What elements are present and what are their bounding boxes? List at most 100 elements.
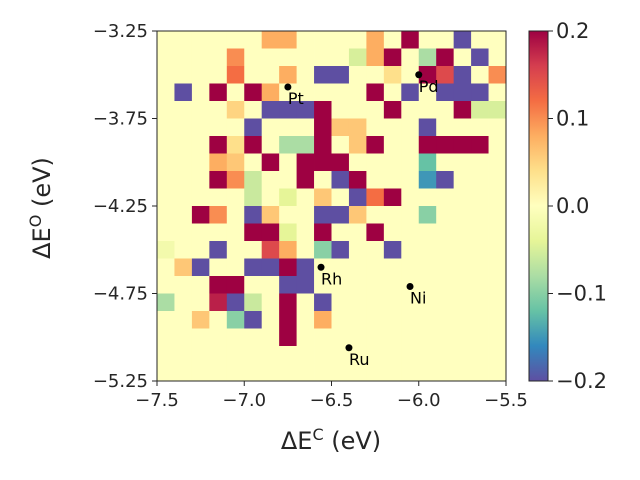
heatmap-cell — [436, 101, 455, 119]
heatmap-cell — [226, 188, 245, 207]
heatmap-cell — [366, 276, 385, 294]
heatmap-cell — [348, 258, 367, 277]
heatmap-cell — [226, 118, 245, 137]
heatmap-cell — [471, 101, 489, 119]
heatmap-cell — [261, 188, 280, 207]
heatmap-cell — [157, 241, 175, 259]
heatmap-cell — [157, 118, 175, 137]
heatmap-cell — [366, 31, 385, 49]
heatmap-cell — [348, 171, 367, 189]
heatmap-cell — [296, 101, 315, 119]
heatmap-cell — [331, 346, 350, 364]
heatmap-cell — [209, 101, 228, 119]
heatmap-cell — [296, 223, 315, 242]
heatmap-cell — [279, 153, 297, 172]
heatmap-cell — [261, 153, 280, 172]
x-tick-label: −6.0 — [397, 390, 441, 411]
heatmap-cell — [191, 206, 210, 224]
heatmap-cell — [314, 136, 332, 154]
metal-label-ru: Ru — [349, 350, 370, 369]
heatmap-cell — [209, 346, 228, 364]
heatmap-cell — [471, 328, 489, 347]
heatmap-cell — [453, 31, 472, 49]
heatmap-cell — [401, 258, 420, 277]
colorbar-tick-label: −0.2 — [556, 369, 607, 393]
heatmap-cell — [191, 118, 210, 137]
heatmap-cell — [331, 83, 350, 102]
heatmap-cell — [226, 48, 245, 67]
heatmap-cell — [157, 328, 175, 347]
heatmap-cell — [244, 153, 263, 172]
metal-point-pt — [284, 83, 292, 91]
heatmap-cell — [174, 171, 193, 189]
heatmap-cell — [296, 328, 315, 347]
heatmap-cell — [418, 136, 437, 154]
heatmap-cell — [209, 258, 228, 277]
heatmap-cell — [488, 136, 507, 154]
heatmap-cell — [191, 363, 210, 382]
heatmap-cell — [418, 118, 437, 137]
heatmap-cell — [174, 48, 193, 67]
heatmap-cell — [401, 136, 420, 154]
colorbar — [528, 30, 549, 382]
heatmap-cell — [331, 311, 350, 329]
heatmap-cell — [453, 48, 472, 67]
heatmap-cell — [209, 328, 228, 347]
heatmap-cell — [314, 223, 332, 242]
heatmap-cell — [453, 101, 472, 119]
heatmap-cell — [436, 31, 455, 49]
heatmap-cell — [453, 171, 472, 189]
metal-label-pt: Pt — [288, 89, 304, 108]
heatmap-cell — [244, 206, 263, 224]
metal-point-ni — [406, 283, 414, 290]
heatmap-cell — [383, 171, 402, 189]
heatmap-cell — [261, 363, 280, 382]
metal-point-pd — [415, 71, 423, 79]
heatmap-cell — [331, 188, 350, 207]
heatmap-cell — [244, 118, 263, 137]
heatmap-cell — [296, 188, 315, 207]
heatmap-cell — [348, 188, 367, 207]
heatmap-cell — [209, 223, 228, 242]
heatmap-cell — [383, 83, 402, 102]
heatmap-cell — [226, 311, 245, 329]
heatmap-cell — [383, 48, 402, 67]
heatmap-cell — [436, 118, 455, 137]
x-tick-label: −7.0 — [222, 390, 266, 411]
x-tick-label: −6.5 — [310, 390, 354, 411]
heatmap-cell — [453, 136, 472, 154]
heatmap-cell — [383, 241, 402, 259]
heatmap-cell — [488, 153, 507, 172]
heatmap-cell — [296, 363, 315, 382]
heatmap-cell — [209, 311, 228, 329]
x-tick-label: −7.5 — [135, 390, 179, 411]
heatmap-cell — [383, 328, 402, 347]
heatmap-cell — [279, 101, 297, 119]
heatmap-cell — [366, 136, 385, 154]
heatmap-cell — [174, 31, 193, 49]
heatmap-cell — [488, 66, 507, 84]
heatmap-cell — [261, 136, 280, 154]
heatmap-cell — [453, 346, 472, 364]
heatmap-cell — [191, 48, 210, 67]
heatmap-cell — [471, 223, 489, 242]
heatmap-cell — [436, 223, 455, 242]
heatmap-cell — [244, 136, 263, 154]
heatmap-cell — [401, 153, 420, 172]
heatmap-cell — [174, 363, 193, 382]
heatmap-cell — [348, 136, 367, 154]
metal-point-rh — [317, 263, 325, 271]
heatmap-cell — [209, 188, 228, 207]
heatmap-cell — [453, 241, 472, 259]
heatmap-cell — [261, 258, 280, 277]
heatmap-cell — [209, 31, 228, 49]
heatmap-cell — [157, 171, 175, 189]
heatmap-cell — [383, 311, 402, 329]
heatmap-cell — [157, 276, 175, 294]
heatmap-cell — [261, 118, 280, 137]
heatmap-cell — [279, 206, 297, 224]
heatmap-cell — [279, 276, 297, 294]
heatmap-cell — [383, 363, 402, 382]
y-tick-label: −4.25 — [93, 196, 148, 217]
